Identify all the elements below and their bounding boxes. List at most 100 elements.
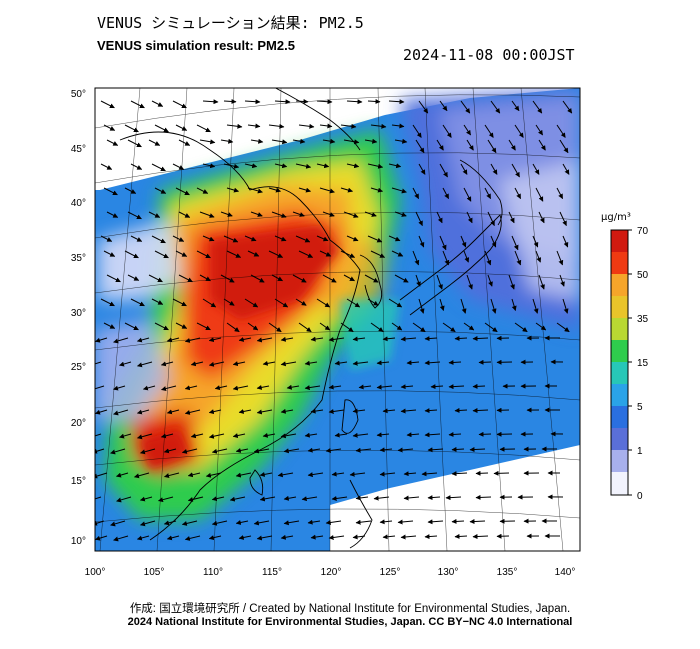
wind-arrow xyxy=(184,385,198,391)
wind-arrow xyxy=(460,235,467,248)
wind-arrow xyxy=(208,337,222,343)
wind-arrow xyxy=(376,360,390,366)
wind-arrow xyxy=(283,448,300,454)
wind-arrow xyxy=(184,409,201,415)
wind-arrow xyxy=(283,495,297,501)
wind-arrow xyxy=(559,211,567,227)
wind-arrow xyxy=(247,250,260,257)
wind-arrow xyxy=(364,274,379,283)
wind-arrow xyxy=(208,361,225,367)
wind-arrow xyxy=(106,139,119,146)
wind-arrow xyxy=(137,433,153,440)
wind-arrow xyxy=(478,359,492,365)
colorbar-label: 0 xyxy=(637,491,643,502)
wind-arrow xyxy=(343,274,355,282)
wind-arrow xyxy=(319,187,335,194)
latitude-labels: 50° 45° 40° 35° 30° 25° 20° 15° 10° xyxy=(71,89,86,547)
wind-arrow xyxy=(110,448,126,455)
wind-arrow xyxy=(538,211,545,224)
wind-arrow xyxy=(196,124,211,133)
wind-arrow xyxy=(556,124,566,138)
wind-arrow xyxy=(130,100,145,109)
wind-arrow xyxy=(140,448,156,455)
wind-arrow xyxy=(202,235,215,242)
wind-arrow xyxy=(484,250,492,266)
wind-arrow xyxy=(280,534,294,540)
wind-arrow xyxy=(250,274,265,283)
wind-arrow xyxy=(196,322,211,331)
wind-arrow xyxy=(349,471,366,477)
lon-label: 125° xyxy=(380,567,401,578)
wind-arrow xyxy=(166,409,180,415)
wind-arrow xyxy=(511,235,519,251)
lon-label: 100° xyxy=(85,567,106,578)
wind-arrow xyxy=(484,124,494,138)
wind-arrow xyxy=(310,336,324,342)
colorbar: 70 50 35 15 5 1 0 xyxy=(610,226,649,502)
wind-arrow xyxy=(466,139,474,151)
lat-label: 30° xyxy=(71,308,86,319)
wind-arrow xyxy=(463,187,472,202)
wind-arrow xyxy=(140,520,156,527)
wind-arrow xyxy=(160,433,174,439)
wind-arrow xyxy=(418,235,425,248)
colorbar-label: 1 xyxy=(637,446,643,457)
wind-arrow xyxy=(274,99,291,105)
wind-arrow xyxy=(208,409,222,415)
wind-arrow xyxy=(247,187,263,194)
wind-arrow xyxy=(490,235,497,248)
wind-arrow xyxy=(412,124,422,138)
wind-arrow xyxy=(310,534,324,540)
wind-arrow xyxy=(418,100,429,114)
wind-arrow xyxy=(508,274,515,290)
wind-arrow xyxy=(376,384,393,390)
wind-arrow xyxy=(103,124,116,131)
wind-arrow xyxy=(421,471,438,477)
wind-arrow xyxy=(367,163,384,169)
wind-arrow xyxy=(172,100,187,109)
wind-arrow xyxy=(178,211,191,218)
colorbar-bin xyxy=(611,274,628,296)
wind-arrow xyxy=(262,360,276,366)
wind-arrow xyxy=(136,337,150,343)
wind-arrow xyxy=(460,163,468,175)
wind-arrow xyxy=(484,187,492,200)
lat-label: 15° xyxy=(71,476,86,487)
wind-arrow xyxy=(532,163,540,175)
wind-arrow xyxy=(116,496,132,503)
colorbar-bin xyxy=(611,406,628,428)
wind-arrow xyxy=(535,250,542,263)
wind-arrow xyxy=(562,100,573,114)
wind-arrow xyxy=(253,448,270,454)
wind-arrow xyxy=(124,187,137,194)
wind-arrow xyxy=(292,211,305,217)
wind-arrow xyxy=(376,432,390,438)
wind-arrow xyxy=(370,187,383,193)
wind-arrow xyxy=(158,496,174,503)
wind-arrow xyxy=(487,139,497,154)
wind-arrow xyxy=(562,163,570,175)
wind-arrow xyxy=(103,187,118,196)
wind-arrow xyxy=(244,163,258,169)
wind-arrow xyxy=(424,534,438,540)
wind-arrow xyxy=(367,298,379,306)
wind-arrow xyxy=(298,123,315,129)
wind-arrow xyxy=(205,472,222,478)
wind-arrow xyxy=(316,99,333,105)
wind-arrow xyxy=(148,139,161,146)
wind-arrow xyxy=(103,250,116,257)
wind-arrow xyxy=(400,336,417,342)
wind-arrow xyxy=(352,432,369,438)
wind-arrow xyxy=(334,360,348,366)
wind-arrow xyxy=(283,520,300,526)
wind-arrow xyxy=(238,535,252,540)
wind-arrow xyxy=(319,250,332,257)
wind-arrow xyxy=(280,336,294,342)
wind-arrow xyxy=(286,384,300,390)
wind-arrow xyxy=(175,322,188,329)
wind-arrow xyxy=(424,336,438,342)
wind-arrow xyxy=(439,100,448,112)
wind-arrow xyxy=(514,187,522,200)
wind-arrow xyxy=(232,361,246,367)
wind-arrow xyxy=(367,235,383,243)
